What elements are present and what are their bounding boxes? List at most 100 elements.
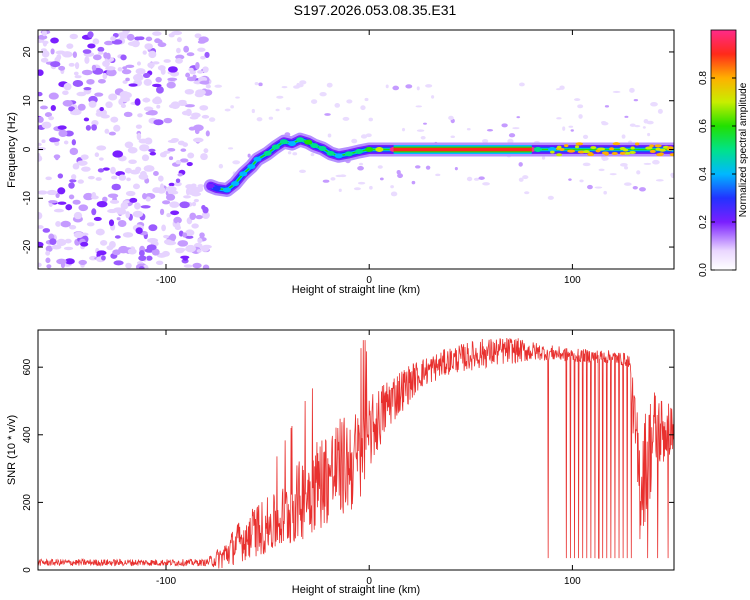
noise-blob [83, 192, 94, 201]
ridge-spot [583, 150, 590, 154]
noise-blob [143, 78, 152, 86]
noise-blob [137, 113, 143, 118]
noise-blob [87, 31, 94, 39]
noise-blob [642, 126, 646, 129]
noise-blob [54, 140, 60, 146]
ridge-spot [669, 153, 674, 157]
noise-blob [69, 225, 77, 230]
ridge-spot [597, 147, 606, 151]
noise-blob [63, 82, 72, 91]
noise-blob [80, 241, 89, 247]
noise-blob [158, 175, 164, 182]
noise-blob [97, 78, 106, 84]
noise-blob [168, 33, 175, 38]
noise-blob [351, 138, 358, 144]
noise-blob [647, 132, 651, 137]
noise-blob [63, 246, 74, 251]
noise-blob [104, 40, 114, 46]
noise-blob [119, 91, 130, 99]
noise-blob [57, 125, 67, 130]
noise-blob [177, 173, 183, 177]
noise-blob [142, 97, 151, 103]
noise-blob [103, 52, 109, 59]
noise-blob [58, 129, 68, 138]
noise-blob [156, 86, 164, 94]
noise-blob [42, 228, 51, 233]
noise-blob [177, 101, 188, 107]
noise-blob [104, 128, 110, 134]
noise-blob [160, 68, 166, 75]
noise-blob [568, 178, 572, 181]
y-tick-label: 200 [22, 494, 33, 511]
noise-blob [167, 77, 178, 82]
noise-blob [125, 262, 132, 269]
x-tick-label: 0 [366, 275, 372, 286]
ridge-point [222, 187, 231, 193]
noise-blob [168, 182, 175, 187]
noise-blob [609, 173, 617, 176]
noise-blob [177, 240, 189, 247]
noise-blob [68, 182, 75, 189]
noise-blob [247, 153, 251, 158]
x-tick-label: -100 [156, 576, 176, 587]
noise-blob [556, 117, 562, 120]
ridge-spot [563, 144, 569, 148]
noise-blob [582, 134, 589, 140]
noise-blob [162, 200, 171, 205]
noise-blob [598, 168, 605, 172]
noise-blob [568, 125, 574, 128]
ridge-spot [659, 148, 666, 152]
noise-blob [201, 114, 210, 119]
noise-blob [621, 134, 626, 139]
ridge-spot [630, 146, 635, 150]
noise-blob [91, 64, 97, 71]
ridge-point [304, 139, 313, 145]
noise-blob [183, 45, 190, 53]
noise-blob [197, 40, 206, 44]
noise-blob [624, 165, 629, 170]
noise-blob [38, 190, 48, 195]
noise-blob [48, 92, 59, 100]
noise-blob [454, 167, 458, 171]
noise-blob [167, 147, 176, 152]
noise-blob [338, 188, 342, 192]
ridge-point [212, 186, 221, 192]
noise-blob [390, 191, 398, 197]
noise-blob [110, 116, 119, 123]
snr-panel: -100 0 100 0 200 400 600 Height of straight li… [6, 329, 675, 596]
ridge-spot [634, 142, 640, 146]
noise-blob [194, 33, 202, 39]
noise-blob [512, 127, 520, 130]
noise-blob [136, 61, 141, 66]
noise-blob [390, 185, 394, 189]
noise-blob [95, 177, 102, 181]
noise-blob [38, 155, 43, 162]
noise-blob [603, 190, 607, 195]
y-tick-label: 0 [22, 146, 33, 152]
noise-blob [175, 160, 182, 165]
ridge-point [365, 147, 374, 152]
noise-blob [182, 256, 188, 261]
y-tick-label: 600 [22, 358, 33, 375]
noise-blob [224, 108, 231, 112]
ridge-spot [604, 152, 609, 156]
noise-blob [100, 114, 110, 119]
noise-blob [137, 36, 145, 41]
noise-blob [397, 173, 403, 179]
noise-blob [38, 241, 44, 248]
noise-blob [163, 234, 169, 239]
noise-blob [166, 81, 176, 89]
noise-blob [420, 135, 426, 140]
noise-blob [149, 151, 157, 156]
noise-blob [147, 62, 155, 69]
noise-blob [168, 156, 174, 161]
noise-blob [181, 110, 192, 116]
noise-blob [99, 107, 104, 112]
noise-blob [131, 40, 140, 48]
noise-blob [174, 181, 182, 187]
ridge-spot [590, 146, 597, 150]
noise-blob [191, 201, 197, 207]
noise-blob [38, 262, 42, 268]
noise-blob [68, 62, 75, 67]
